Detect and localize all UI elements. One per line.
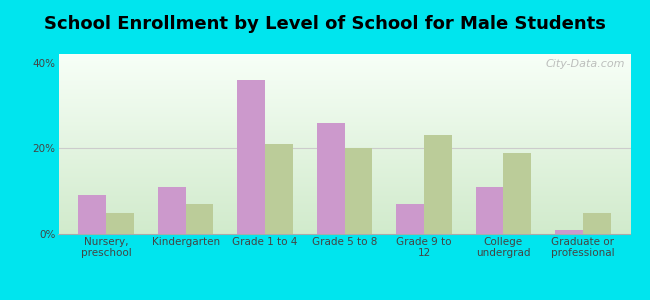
Text: City-Data.com: City-Data.com	[545, 59, 625, 69]
Text: School Enrollment by Level of School for Male Students: School Enrollment by Level of School for…	[44, 15, 606, 33]
Bar	[158, 187, 186, 234]
Bar	[237, 80, 265, 234]
Bar	[555, 230, 583, 234]
Bar	[476, 187, 503, 234]
Bar	[424, 135, 452, 234]
Bar	[265, 144, 293, 234]
Bar	[344, 148, 372, 234]
Bar	[396, 204, 424, 234]
Bar	[106, 213, 134, 234]
Bar	[317, 123, 345, 234]
Bar	[583, 213, 610, 234]
Bar	[503, 153, 531, 234]
Bar	[186, 204, 213, 234]
Bar	[79, 195, 106, 234]
